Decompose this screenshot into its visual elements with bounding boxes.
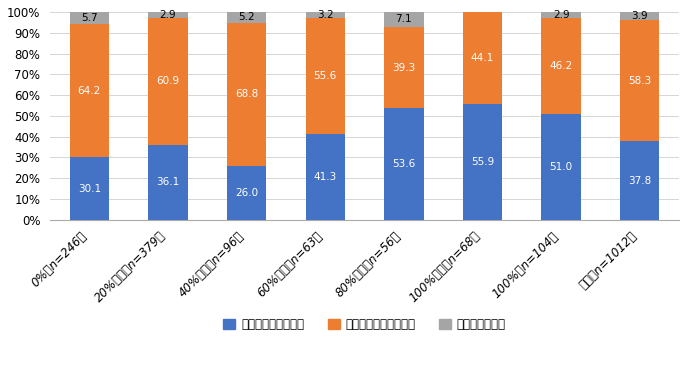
Text: 46.2: 46.2 bbox=[549, 61, 573, 71]
Text: 26.0: 26.0 bbox=[235, 188, 258, 198]
Text: 7.1: 7.1 bbox=[396, 14, 412, 25]
Bar bbox=[384, 12, 423, 27]
Text: 5.2: 5.2 bbox=[238, 12, 255, 22]
Bar bbox=[620, 141, 659, 220]
Bar bbox=[227, 23, 266, 166]
Text: 41.3: 41.3 bbox=[314, 172, 337, 182]
Text: 39.3: 39.3 bbox=[392, 63, 416, 72]
Text: 36.1: 36.1 bbox=[156, 177, 180, 187]
Bar bbox=[541, 114, 581, 220]
Text: 51.0: 51.0 bbox=[549, 162, 573, 172]
Bar bbox=[227, 12, 266, 23]
Bar bbox=[70, 157, 109, 220]
Bar bbox=[305, 12, 345, 18]
Bar bbox=[384, 27, 423, 108]
Text: 64.2: 64.2 bbox=[78, 86, 101, 95]
Bar bbox=[463, 12, 502, 104]
Bar bbox=[620, 20, 659, 141]
Legend: 完全に一致している, ある程度一致している, 一致していない: 完全に一致している, ある程度一致している, 一致していない bbox=[219, 313, 510, 336]
Bar bbox=[70, 12, 109, 24]
Text: 55.6: 55.6 bbox=[314, 71, 337, 81]
Text: 60.9: 60.9 bbox=[156, 77, 180, 86]
Text: 68.8: 68.8 bbox=[235, 89, 258, 99]
Text: 5.7: 5.7 bbox=[81, 13, 97, 23]
Text: 2.9: 2.9 bbox=[160, 10, 176, 20]
Bar bbox=[148, 145, 188, 220]
Bar bbox=[384, 108, 423, 220]
Bar bbox=[227, 166, 266, 220]
Bar bbox=[70, 24, 109, 157]
Text: 3.9: 3.9 bbox=[631, 11, 648, 21]
Bar bbox=[148, 12, 188, 18]
Bar bbox=[541, 18, 581, 114]
Bar bbox=[463, 104, 502, 220]
Text: 58.3: 58.3 bbox=[628, 76, 652, 86]
Bar bbox=[541, 12, 581, 18]
Bar bbox=[148, 18, 188, 145]
Text: 37.8: 37.8 bbox=[628, 176, 652, 185]
Text: 2.9: 2.9 bbox=[553, 10, 569, 20]
Text: 44.1: 44.1 bbox=[471, 53, 494, 63]
Bar bbox=[305, 134, 345, 220]
Text: 3.2: 3.2 bbox=[317, 10, 333, 20]
Bar bbox=[620, 12, 659, 20]
Bar bbox=[305, 18, 345, 134]
Text: 55.9: 55.9 bbox=[471, 157, 494, 167]
Text: 30.1: 30.1 bbox=[78, 184, 101, 193]
Text: 53.6: 53.6 bbox=[392, 159, 416, 169]
